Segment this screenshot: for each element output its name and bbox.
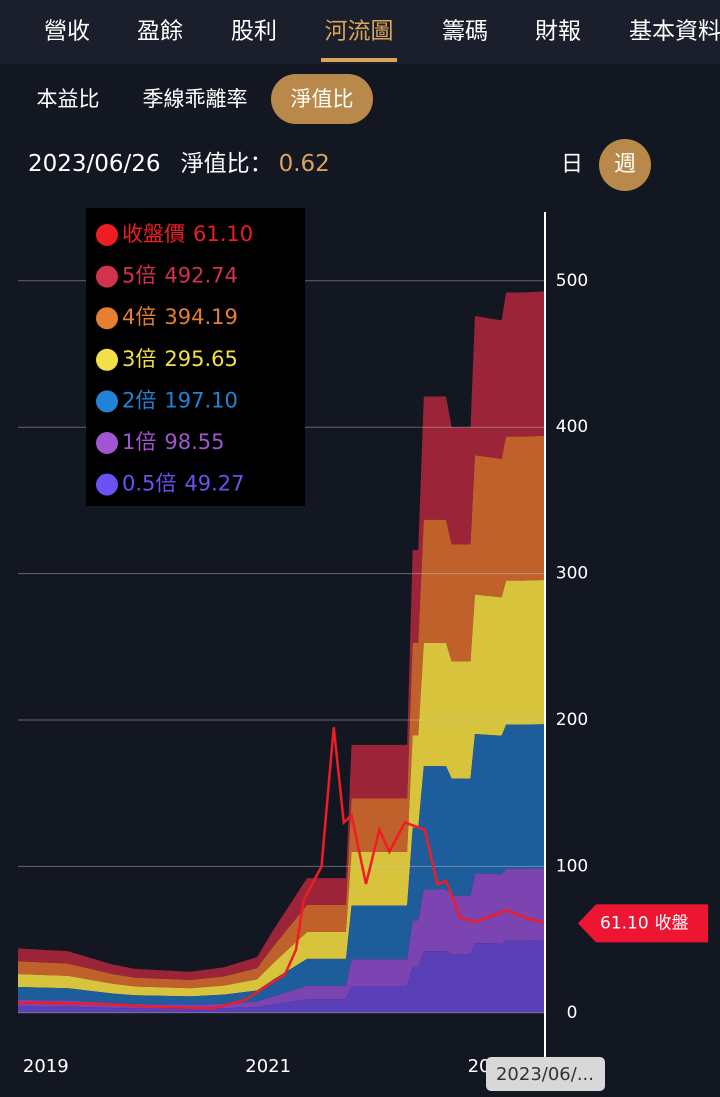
band bbox=[18, 435, 545, 989]
legend-name: 2倍 bbox=[122, 388, 156, 412]
legend-entry: 0.5倍 49.27 bbox=[122, 472, 245, 496]
legend-name: 5倍 bbox=[122, 264, 156, 288]
band bbox=[18, 291, 545, 980]
legend-entry: 1倍 98.55 bbox=[122, 430, 225, 454]
legend-value: 394.19 bbox=[164, 305, 237, 329]
legend-entry: 2倍 197.10 bbox=[122, 388, 238, 412]
legend-value: 49.27 bbox=[184, 472, 244, 496]
legend-entry: 4倍 394.19 bbox=[122, 305, 238, 329]
sub-tab-pill[interactable] bbox=[271, 74, 373, 124]
close-tag-text: 61.10 收盤 bbox=[600, 913, 689, 933]
band bbox=[18, 940, 545, 1013]
tag-part: 61.10 bbox=[600, 913, 649, 933]
legend-swatch bbox=[96, 224, 118, 246]
legend-name: 0.5倍 bbox=[122, 472, 176, 496]
y-tick-label: 0 bbox=[567, 1003, 578, 1023]
info-line: 2023/06/26 淨值比： 0.62 bbox=[28, 151, 330, 177]
period-tab[interactable]: 日 bbox=[561, 152, 583, 177]
metric-value: 0.62 bbox=[279, 151, 330, 177]
band bbox=[18, 579, 545, 997]
crosshair-label-box bbox=[486, 1057, 605, 1091]
sub-tab[interactable]: 淨值比 bbox=[291, 87, 354, 111]
band bbox=[18, 724, 545, 1005]
river-chart: 01002003004005002019202120232023/06/...6… bbox=[17, 208, 708, 1091]
date: 2023/06/26 bbox=[28, 151, 161, 177]
tab[interactable]: 基本資料 bbox=[629, 19, 720, 45]
tab[interactable]: 河流圖 bbox=[325, 19, 394, 45]
legend-swatch bbox=[96, 390, 118, 413]
y-tick-label: 300 bbox=[556, 564, 588, 584]
close-tag bbox=[578, 904, 708, 943]
legend-swatch bbox=[96, 265, 118, 288]
legend-entry: 收盤價 61.10 bbox=[122, 222, 253, 246]
legend-swatch bbox=[96, 348, 118, 371]
tab-underline bbox=[321, 58, 397, 62]
close-line bbox=[17, 727, 546, 1010]
sub-tab[interactable]: 本益比 bbox=[37, 87, 100, 111]
x-tick-label: 2021 bbox=[245, 1056, 291, 1077]
tab[interactable]: 營收 bbox=[44, 19, 90, 45]
x-tick-label: 2019 bbox=[23, 1056, 69, 1077]
crosshair-label: 2023/06/... bbox=[496, 1064, 594, 1085]
y-tick-label: 200 bbox=[556, 710, 588, 730]
legend-name: 收盤價 bbox=[122, 222, 185, 246]
sub-tab[interactable]: 季線乖離率 bbox=[143, 87, 248, 111]
y-tick-label: 100 bbox=[556, 856, 588, 876]
legend-value: 98.55 bbox=[164, 430, 224, 454]
legend-name: 4倍 bbox=[122, 305, 156, 329]
tab[interactable]: 盈餘 bbox=[137, 19, 183, 45]
y-tick-label: 400 bbox=[556, 417, 588, 437]
legend-name: 1倍 bbox=[122, 430, 156, 454]
period-tab[interactable]: 週 bbox=[614, 152, 636, 177]
legend-swatch bbox=[96, 307, 118, 330]
legend-value: 295.65 bbox=[164, 347, 237, 371]
tab-bar bbox=[0, 0, 720, 64]
legend: 收盤價 61.10 5倍 492.74 4倍 394.19 3倍 295.65 2倍 197.10… bbox=[86, 208, 305, 506]
legend-box bbox=[86, 208, 305, 506]
legend-entry: 3倍 295.65 bbox=[122, 347, 238, 371]
period-pill[interactable] bbox=[599, 139, 651, 191]
legend-value: 492.74 bbox=[164, 264, 237, 288]
tab[interactable]: 財報 bbox=[535, 19, 581, 45]
metric-label: 淨值比： bbox=[181, 151, 273, 177]
tab[interactable]: 股利 bbox=[231, 19, 277, 45]
tab[interactable]: 籌碼 bbox=[442, 19, 488, 45]
legend-name: 3倍 bbox=[122, 347, 156, 371]
legend-swatch bbox=[96, 473, 118, 496]
legend-entry: 5倍 492.74 bbox=[122, 264, 238, 288]
legend-value: 197.10 bbox=[164, 388, 237, 412]
legend-value: 61.10 bbox=[193, 222, 253, 246]
tag-part: 收盤 bbox=[655, 913, 689, 933]
band bbox=[18, 868, 545, 1009]
y-tick-label: 500 bbox=[556, 271, 588, 291]
legend-swatch bbox=[96, 432, 118, 454]
